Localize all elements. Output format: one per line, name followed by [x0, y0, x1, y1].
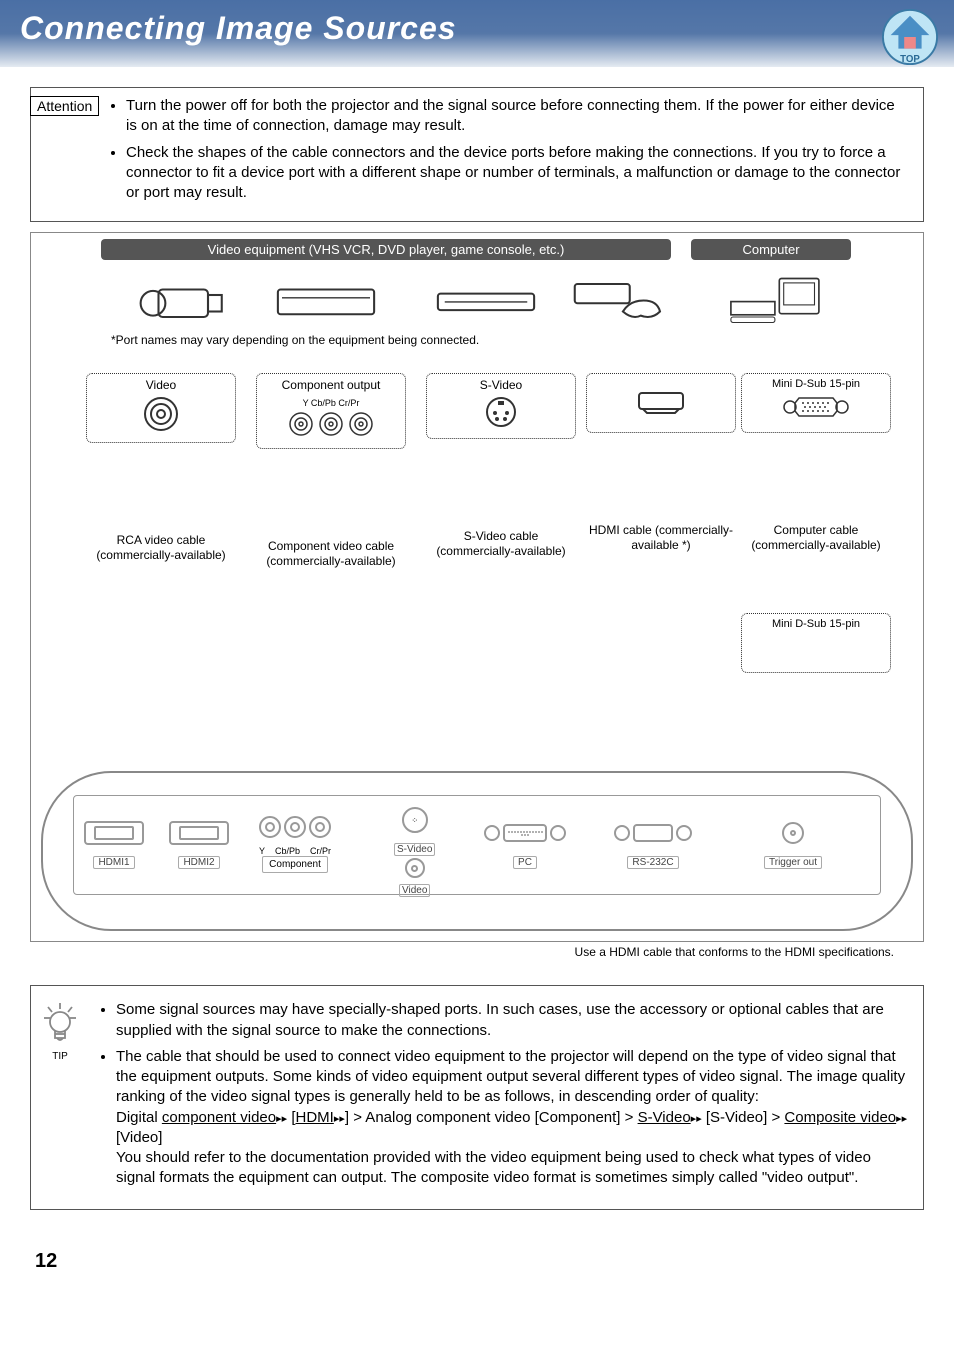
top-icon[interactable]: TOP [881, 8, 939, 66]
console-icon [561, 273, 671, 328]
column-hdmi: HDMI cable (commercially-available *) [586, 373, 736, 553]
attention-bullet-1: Turn the power off for both the projecto… [126, 96, 908, 137]
vcr-icon [271, 273, 381, 328]
port-rs232c: RS-232C [614, 814, 692, 869]
computer-cable-label: Computer cable (commercially-available) [741, 523, 891, 553]
projector-back-panel: HDMI1 HDMI2 Y Cb/Pb Cr/Pr [41, 771, 913, 931]
tip-icon: TIP [36, 1000, 84, 1062]
dvd-icon [431, 273, 541, 328]
port-svideo-video: ⁘ S-Video Video [394, 801, 435, 897]
port-hdmi1: HDMI1 [84, 814, 144, 869]
port-hdmi2: HDMI2 [169, 814, 229, 869]
connection-diagram: Video equipment (VHS VCR, DVD player, ga… [30, 232, 924, 942]
tip-box: TIP Some signal sources may have special… [30, 985, 924, 1209]
video-equipment-bar: Video equipment (VHS VCR, DVD player, ga… [101, 239, 671, 260]
attention-box: Attention Turn the power off for both th… [30, 87, 924, 222]
svideo-cable-label: S-Video cable (commercially-available) [426, 529, 576, 559]
page-number: 12 [35, 1250, 954, 1273]
column-video: Video RCA video cable (commercially-avai… [86, 373, 236, 563]
attention-label: Attention [30, 96, 99, 116]
attention-bullet-2: Check the shapes of the cable connectors… [126, 143, 908, 204]
hdmi-cable-label: HDMI cable (commercially-available *) [586, 523, 736, 553]
port-pc: PC [484, 814, 566, 869]
vga-port-icon [781, 393, 851, 421]
port-trigger: Trigger out [764, 814, 822, 869]
tip-bullets: Some signal sources may have specially-s… [116, 1000, 908, 1188]
camcorder-icon [131, 273, 241, 328]
rca-cable-label: RCA video cable (commercially-available) [86, 533, 236, 563]
computer-icon [721, 273, 831, 328]
column-component: Component output Y Cb/Pb Cr/Pr Component… [256, 373, 406, 569]
svg-text:TOP: TOP [900, 54, 920, 65]
column-computer: Mini D-Sub 15-pin Computer cable (commer… [741, 373, 891, 681]
tip-bullet-1: Some signal sources may have specially-s… [116, 1000, 908, 1041]
page-title: Connecting Image Sources [20, 10, 457, 46]
tip-bullet-2: The cable that should be used to connect… [116, 1047, 908, 1189]
hdmi-spec-note: Use a HDMI cable that conforms to the HD… [30, 945, 894, 959]
page-header: Connecting Image Sources TOP [0, 0, 954, 67]
port-component: Y Cb/Pb Cr/Pr Component [259, 808, 331, 873]
hdmi-port-icon [633, 387, 689, 417]
rca-triple-icon [286, 409, 376, 439]
component-cable-label: Component video cable (commercially-avai… [256, 539, 406, 569]
computer-bar: Computer [691, 239, 851, 260]
column-svideo: S-Video S-Video cable (commercially-avai… [426, 373, 576, 559]
attention-bullets: Turn the power off for both the projecto… [126, 96, 908, 203]
port-name-note: *Port names may vary depending on the eq… [111, 333, 479, 347]
svideo-port-icon [484, 395, 518, 429]
rca-single-icon [142, 395, 180, 433]
